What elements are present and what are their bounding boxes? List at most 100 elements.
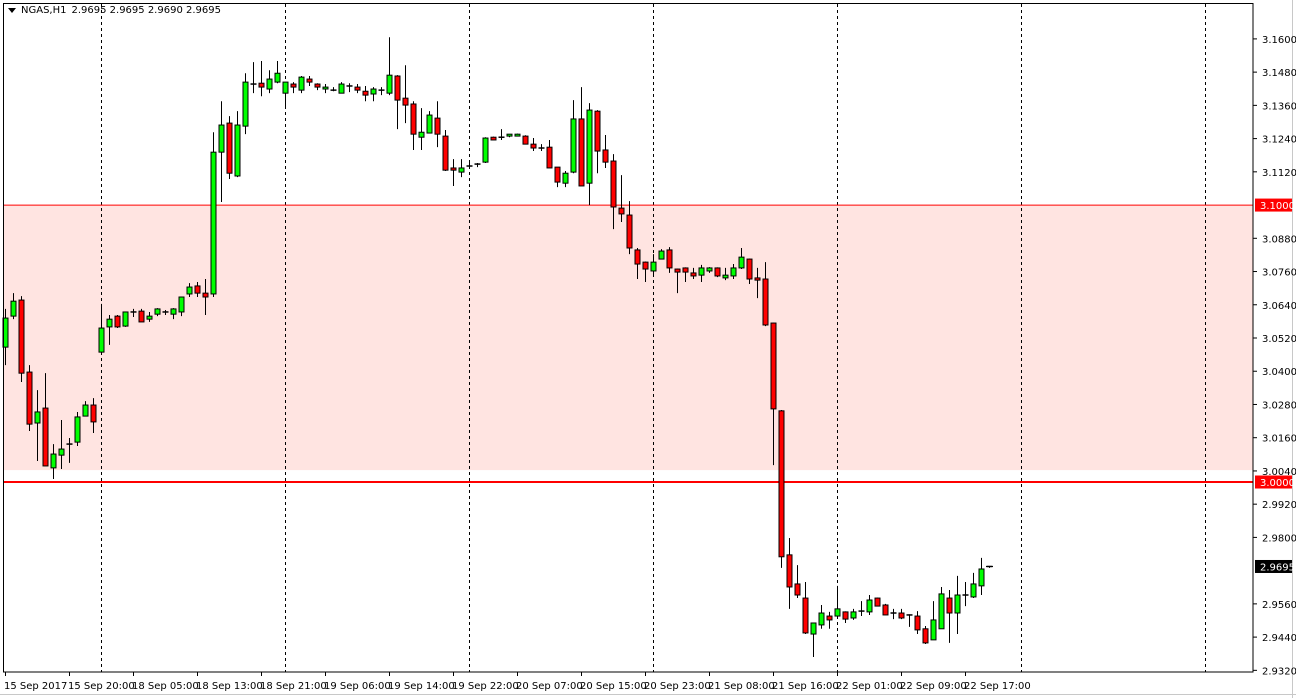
- candle-bull: [514, 133, 521, 137]
- candle-bull: [218, 124, 225, 153]
- x-tick-label: 20 Sep 23:00: [644, 681, 711, 692]
- candle-bear: [442, 135, 449, 171]
- candle-bear: [842, 611, 849, 620]
- y-tick-label: 3.0280: [1262, 400, 1296, 411]
- candle-bear: [922, 628, 929, 644]
- candle-bear: [578, 118, 585, 187]
- x-tick-label: 18 Sep 05:00: [132, 681, 199, 692]
- candle-bear: [42, 407, 49, 467]
- candle-bull: [58, 448, 65, 456]
- y-tick-label: 3.0520: [1262, 334, 1296, 345]
- candle-bull: [282, 81, 289, 94]
- candle-bull: [722, 274, 729, 279]
- candle-bear: [786, 554, 793, 588]
- candle-bear: [138, 310, 145, 323]
- candle-bear: [826, 615, 833, 621]
- candle-bull: [658, 250, 665, 260]
- y-tick-label: 3.1240: [1262, 135, 1296, 146]
- level-price-label: 3.1000: [1260, 201, 1295, 212]
- candle-bull: [170, 308, 177, 315]
- symbol-label: NGAS,H1: [21, 5, 67, 16]
- y-tick-label: 2.9800: [1262, 533, 1296, 544]
- candle-bear: [194, 285, 201, 294]
- candle-bull: [242, 81, 249, 127]
- candle-bear: [642, 261, 649, 270]
- candle-bull: [106, 318, 113, 328]
- candle-bear: [354, 86, 361, 91]
- candle-bull: [506, 133, 513, 137]
- candle-bear: [306, 78, 313, 83]
- candle-bull: [930, 619, 937, 641]
- candle-bull: [386, 74, 393, 94]
- x-tick-label: 22 Sep 17:00: [964, 681, 1031, 692]
- candle-bear: [450, 167, 457, 171]
- candle-bear: [314, 83, 321, 88]
- y-tick-label: 3.0040: [1262, 467, 1296, 478]
- current-price-label: 2.9695: [1260, 562, 1295, 573]
- y-tick-label: 3.1360: [1262, 101, 1296, 112]
- candle-bear: [714, 267, 721, 277]
- candle-bull: [50, 453, 57, 469]
- candle-bull: [322, 86, 329, 90]
- candle-bull: [586, 109, 593, 184]
- candle-bear: [114, 315, 121, 328]
- candle-bull: [146, 315, 153, 320]
- y-tick-label: 2.9560: [1262, 600, 1296, 611]
- candle-bear: [754, 277, 761, 281]
- candle-bull: [834, 608, 841, 617]
- price-axis[interactable]: 3.1600 3.1480 3.1360 3.1240 3.1120 3.0880 3.07…: [1253, 35, 1296, 677]
- candle-bear: [490, 136, 497, 141]
- candle-bull: [866, 599, 873, 613]
- candle-bear: [682, 267, 689, 273]
- y-tick-label: 3.1600: [1262, 35, 1296, 46]
- x-tick-label: 20 Sep 15:00: [580, 681, 647, 692]
- candle-bull: [810, 622, 817, 635]
- candle-bull: [970, 583, 977, 598]
- y-tick-label: 3.0640: [1262, 301, 1296, 312]
- candle-bull: [482, 137, 489, 163]
- candle-bear: [434, 117, 441, 135]
- candle-bull: [850, 611, 857, 619]
- candle-bull: [370, 88, 377, 95]
- candle-bull: [210, 151, 217, 295]
- candle-bull: [82, 404, 89, 417]
- candle-bear: [746, 258, 753, 280]
- candle-bull: [186, 286, 193, 295]
- candle-bear: [610, 160, 617, 208]
- candle-bull: [74, 416, 81, 443]
- candle-bear: [258, 82, 265, 88]
- candle-bear: [802, 597, 809, 634]
- candle-bull: [34, 411, 41, 424]
- y-tick-label: 3.0160: [1262, 434, 1296, 445]
- candle-bear: [26, 371, 33, 425]
- candle-bear: [674, 268, 681, 273]
- x-tick-label: 15 Sep 20:00: [68, 681, 135, 692]
- level-price-tag: [1255, 198, 1292, 212]
- candle-bear: [530, 143, 537, 149]
- candle-bear: [226, 122, 233, 174]
- candle-bear: [874, 597, 881, 607]
- candle-bear: [202, 292, 209, 298]
- candle-bull: [298, 76, 305, 91]
- level-price-tag: [1255, 475, 1292, 489]
- candle-bull: [418, 131, 425, 138]
- candle-bull: [698, 267, 705, 276]
- candle-bull: [818, 612, 825, 626]
- candle-bear: [546, 146, 553, 169]
- x-tick-label: 22 Sep 09:00: [900, 681, 967, 692]
- candle-bull: [154, 308, 161, 315]
- x-tick-label: 21 Sep 08:00: [708, 681, 775, 692]
- candle-bull: [426, 114, 433, 134]
- candle-bear: [914, 615, 921, 631]
- level-price-label: 3.0000: [1260, 478, 1295, 489]
- candle-bear: [522, 135, 529, 145]
- candle-bear: [18, 299, 25, 374]
- x-tick-label: 21 Sep 16:00: [772, 681, 839, 692]
- candle-bull: [650, 261, 657, 272]
- x-tick-label: 18 Sep 13:00: [196, 681, 263, 692]
- candle-bear: [554, 166, 561, 183]
- triangle-down-icon[interactable]: [8, 8, 16, 13]
- candle-bull: [338, 83, 345, 94]
